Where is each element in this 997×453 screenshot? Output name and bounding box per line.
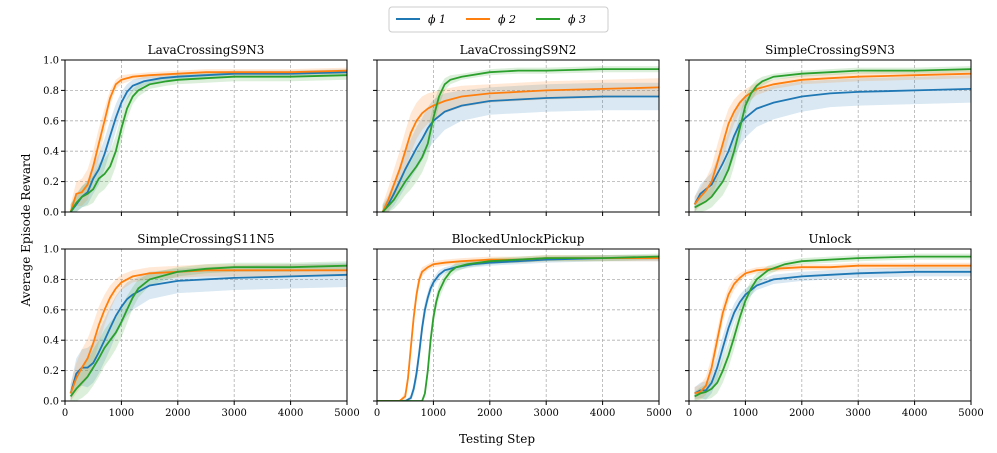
y-tick-label: 0.4 xyxy=(43,336,59,347)
panel-title: Unlock xyxy=(809,232,853,246)
plot-frame xyxy=(688,59,972,213)
series-line-3 xyxy=(377,255,659,401)
x-tick-label: 4000 xyxy=(902,408,927,419)
series-line-2 xyxy=(694,264,971,395)
series-band-2 xyxy=(382,78,659,212)
series-line-3 xyxy=(694,68,971,209)
x-tick-label: 3000 xyxy=(845,408,870,419)
y-tick-label: 0.0 xyxy=(43,397,59,408)
plot-frame xyxy=(64,59,348,213)
x-tick-label: 1000 xyxy=(421,408,446,419)
panel-6: Unlock 0 1000 2000 3000 4000 5000 xyxy=(685,232,984,419)
legend-label-2: ϕ 2 xyxy=(498,13,516,26)
y-tick-label: 0.0 xyxy=(43,208,59,219)
x-tick-label: 2000 xyxy=(789,408,814,419)
series-line-2 xyxy=(693,72,971,205)
x-tick-label: 1000 xyxy=(733,408,758,419)
x-tick-label: 5000 xyxy=(646,408,671,419)
series-line-2 xyxy=(381,86,659,212)
x-tick-label: 0 xyxy=(62,408,68,419)
x-tick-label: 4000 xyxy=(590,408,615,419)
panel-title: BlockedUnlockPickup xyxy=(452,232,585,246)
x-tick-label: 5000 xyxy=(958,408,983,419)
series-band-1 xyxy=(70,262,347,401)
panel-3: SimpleCrossingS9N3 xyxy=(685,43,972,216)
panel-title: SimpleCrossingS9N3 xyxy=(765,43,895,57)
series-line-3 xyxy=(694,255,971,398)
x-tick-label: 3000 xyxy=(221,408,246,419)
y-tick-label: 1.0 xyxy=(43,56,59,67)
x-tick-label: 0 xyxy=(686,408,692,419)
panel-title: SimpleCrossingS11N5 xyxy=(137,232,274,246)
y-tick-label: 0.8 xyxy=(43,86,59,97)
series-line-2 xyxy=(69,69,347,212)
series-line-3 xyxy=(69,264,347,397)
series-line-3 xyxy=(69,74,347,212)
y-tick-label: 0.2 xyxy=(43,366,59,377)
y-tick-label: 0.8 xyxy=(43,275,59,286)
x-axis-label: Testing Step xyxy=(459,432,535,446)
panel-4: SimpleCrossingS11N5 0 1000 2000 3000 4000 5000… xyxy=(43,232,360,419)
x-tick-label: 5000 xyxy=(334,408,359,419)
x-tick-label: 3000 xyxy=(533,408,558,419)
y-tick-label: 1.0 xyxy=(43,245,59,256)
plot-frame xyxy=(376,59,660,213)
y-tick-label: 0.4 xyxy=(43,147,59,158)
series-line-3 xyxy=(381,68,659,212)
legend-frame xyxy=(388,6,609,33)
y-tick-label: 0.6 xyxy=(43,116,59,127)
series-line-1 xyxy=(694,270,971,395)
panel-1: LavaCrossingS9N3 0.0 0.2 0.4 0.6 0.8 1.0 xyxy=(43,43,348,219)
legend: ϕ 1 ϕ 2 ϕ 3 xyxy=(388,6,609,33)
panel-2: LavaCrossingS9N2 xyxy=(373,43,660,216)
x-tick-label: 0 xyxy=(374,408,380,419)
series-line-1 xyxy=(69,71,347,212)
x-tick-label: 4000 xyxy=(278,408,303,419)
series-line-1 xyxy=(69,273,347,394)
legend-label-3: ϕ 3 xyxy=(568,13,586,26)
series-band-1 xyxy=(382,82,659,212)
panel-title: LavaCrossingS9N2 xyxy=(460,43,577,57)
x-tick-label: 2000 xyxy=(165,408,190,419)
y-tick-label: 0.2 xyxy=(43,177,59,188)
x-tick-label: 2000 xyxy=(477,408,502,419)
y-tick-label: 0.6 xyxy=(43,305,59,316)
series-line-2 xyxy=(69,269,347,394)
plot-frame xyxy=(688,248,972,402)
x-tick-label: 1000 xyxy=(109,408,134,419)
series-band-1 xyxy=(694,75,971,212)
panel-5: BlockedUnlockPickup 0 1000 2000 3000 4000 5000 xyxy=(373,232,672,419)
plot-frame xyxy=(64,248,348,402)
plot-frame xyxy=(376,248,660,402)
y-axis-label: Average Episode Reward xyxy=(19,153,33,307)
panel-title: LavaCrossingS9N3 xyxy=(148,43,265,57)
series-line-1 xyxy=(377,257,659,401)
series-line-1 xyxy=(381,95,659,212)
legend-label-1: ϕ 1 xyxy=(428,13,446,26)
